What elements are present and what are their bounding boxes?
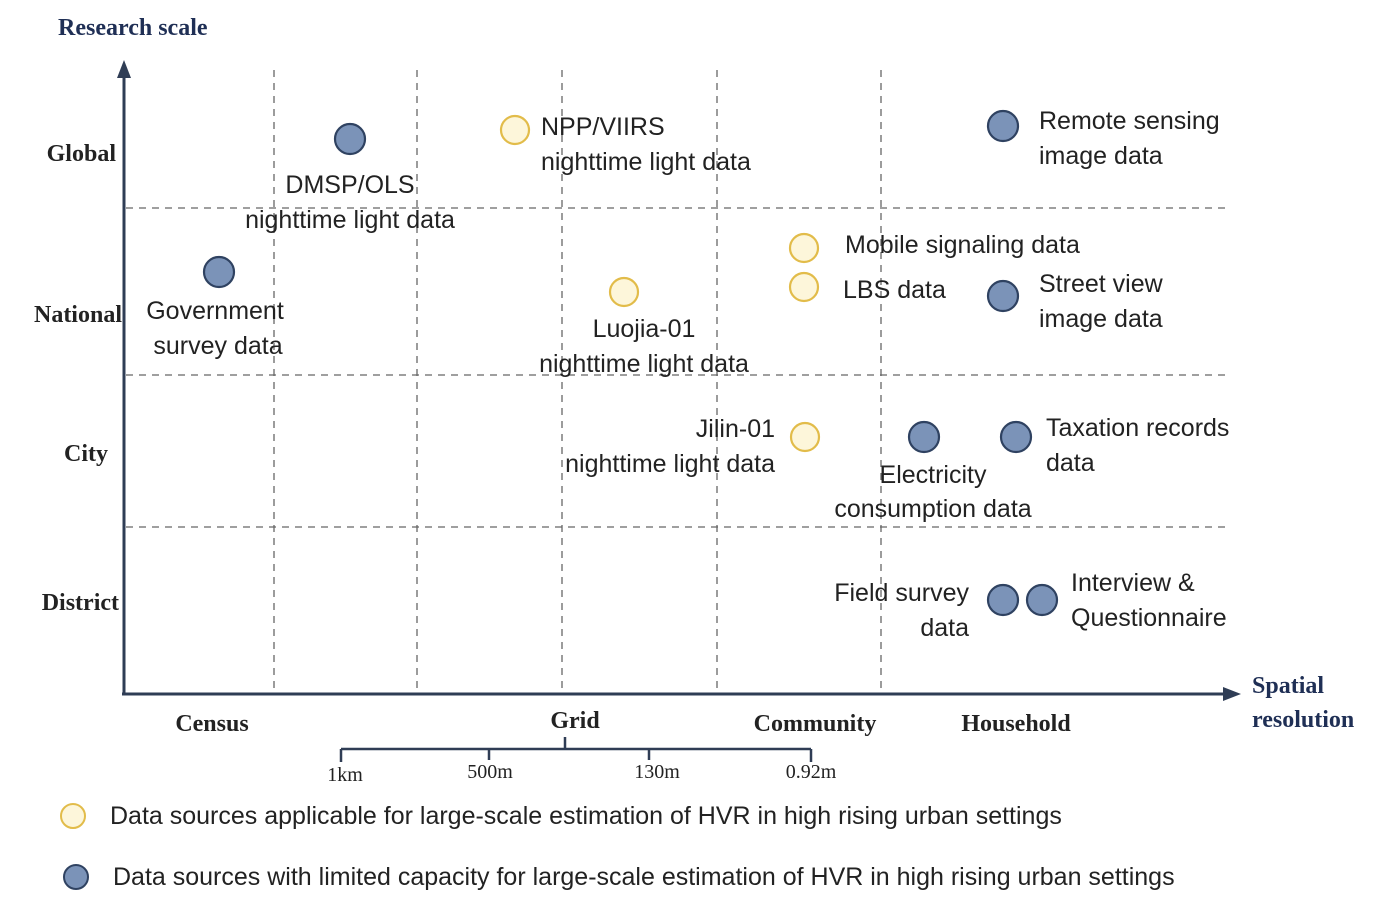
scale-tick-label-500m: 500m	[467, 761, 513, 783]
label-npp-viirs-line2: nighttime light data	[541, 148, 751, 176]
label-taxation-line2: data	[1046, 449, 1095, 477]
marker-dmsp-ols	[333, 122, 367, 156]
x-category-household: Household	[961, 711, 1071, 737]
marker-lbs	[788, 271, 820, 303]
dashed-grid	[126, 70, 1230, 693]
label-jilin-line2: nighttime light data	[565, 450, 775, 478]
label-remote-sensing-line2: image data	[1039, 142, 1163, 170]
marker-street-view	[986, 279, 1020, 313]
label-field-survey-line2: data	[920, 614, 969, 642]
marker-remote-sensing	[986, 109, 1020, 143]
label-field-survey-line1: Field survey	[834, 579, 969, 607]
y-category-global: Global	[47, 141, 117, 167]
label-government-line1: Government	[146, 297, 284, 325]
marker-interview	[1025, 583, 1059, 617]
legend-item-applicable: Data sources applicable for large-scale …	[60, 799, 1062, 833]
marker-jilin-01	[789, 421, 821, 453]
label-taxation-line1: Taxation records	[1046, 414, 1229, 442]
x-category-grid: Grid	[550, 708, 600, 734]
y-category-city: City	[64, 441, 108, 467]
scale-tick-label-0-92m: 0.92m	[786, 761, 837, 783]
label-street-view-line2: image data	[1039, 305, 1163, 333]
label-electricity-line2: consumption data	[834, 495, 1031, 523]
marker-mobile-signaling	[788, 232, 820, 264]
label-dmsp-line1: DMSP/OLS	[285, 171, 414, 199]
legend-blue-circle-icon	[63, 864, 89, 890]
scale-bar	[339, 737, 813, 762]
legend-yellow-circle-icon	[60, 803, 86, 829]
marker-taxation	[999, 420, 1033, 454]
label-government-line2: survey data	[153, 332, 282, 360]
y-axis-arrow-icon	[117, 60, 131, 78]
label-lbs: LBS data	[843, 276, 946, 304]
marker-government-survey	[202, 255, 236, 289]
label-npp-viirs-line1: NPP/VIIRS	[541, 113, 665, 141]
data-source-labels: NPP/VIIRS nighttime light data Mobile si…	[146, 107, 1229, 642]
label-remote-sensing-line1: Remote sensing	[1039, 107, 1220, 135]
x-axis-arrow-icon	[1223, 687, 1241, 701]
x-axis-title-line1: Spatial	[1252, 673, 1324, 699]
marker-field-survey	[986, 583, 1020, 617]
label-mobile-signaling: Mobile signaling data	[845, 231, 1080, 259]
hvr-data-source-diagram: Research scale Spatial resolution Global…	[34, 15, 1354, 786]
label-jilin-line1: Jilin-01	[696, 415, 775, 443]
y-category-district: District	[42, 590, 119, 616]
label-interview-line2: Questionnaire	[1071, 604, 1227, 632]
scale-tick-label-1km: 1km	[327, 764, 363, 786]
data-source-markers	[202, 109, 1059, 617]
label-street-view-line1: Street view	[1039, 270, 1164, 298]
x-axis-title-line2: resolution	[1252, 707, 1354, 733]
label-electricity-line1: Electricity	[880, 461, 987, 489]
label-luojia-line1: Luojia-01	[593, 315, 696, 343]
label-interview-line1: Interview &	[1071, 569, 1195, 597]
y-axis-title: Research scale	[58, 15, 208, 41]
legend-text-applicable: Data sources applicable for large-scale …	[110, 801, 1062, 830]
x-category-community: Community	[754, 711, 877, 737]
y-category-national: National	[34, 302, 122, 328]
label-dmsp-line2: nighttime light data	[245, 206, 455, 234]
marker-electricity	[907, 420, 941, 454]
label-luojia-line2: nighttime light data	[539, 350, 749, 378]
legend-text-limited: Data sources with limited capacity for l…	[113, 862, 1175, 891]
axes	[117, 60, 1241, 701]
marker-luojia-01	[608, 276, 640, 308]
marker-npp-viirs	[499, 114, 531, 146]
scale-tick-label-130m: 130m	[634, 761, 680, 783]
x-category-census: Census	[175, 711, 248, 737]
legend-item-limited: Data sources with limited capacity for l…	[60, 860, 1175, 894]
